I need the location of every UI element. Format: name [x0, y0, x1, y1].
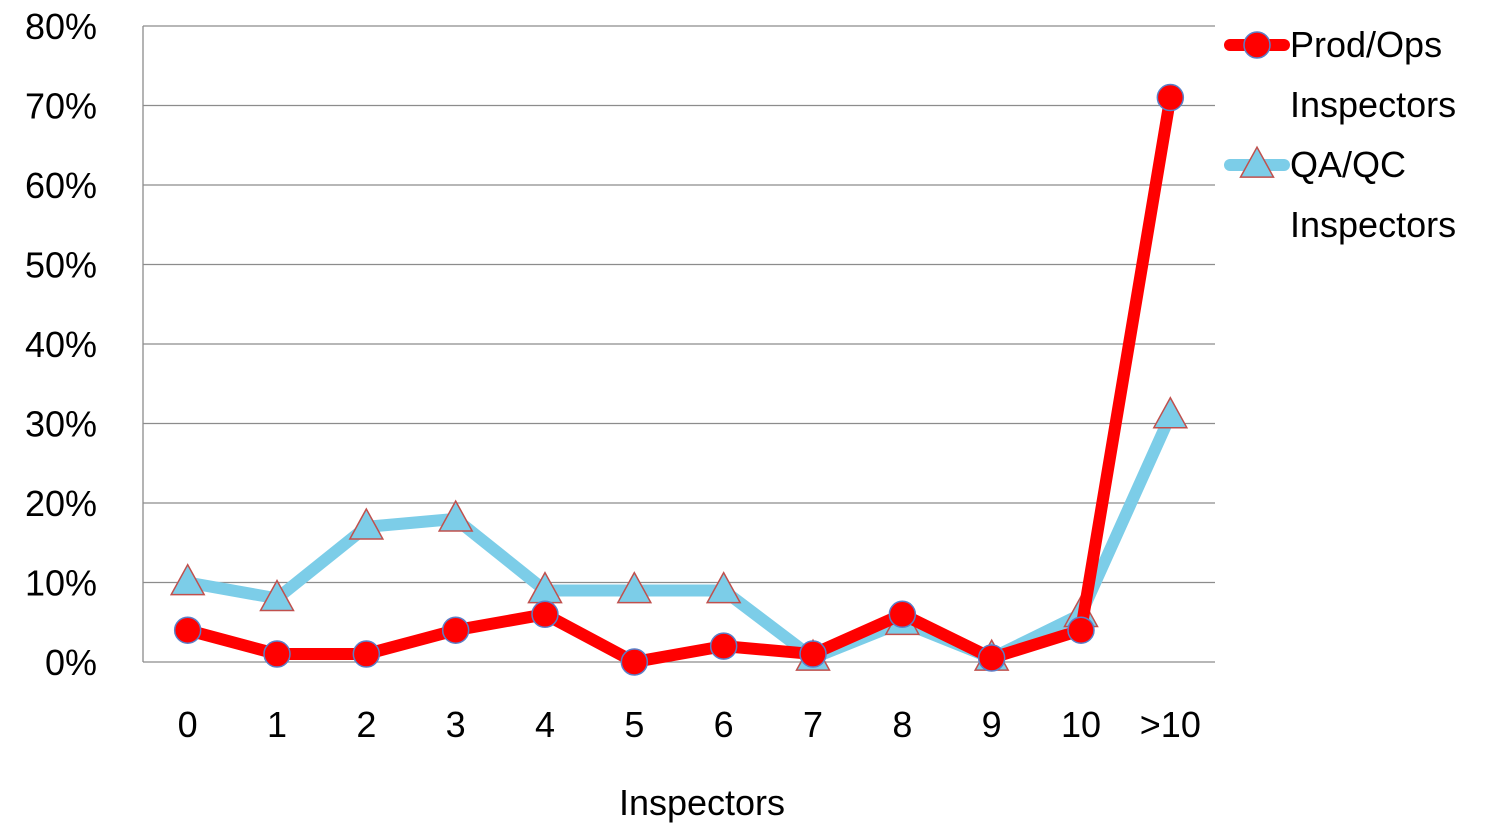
- x-tick-label: 8: [892, 704, 912, 745]
- data-point: [888, 600, 917, 629]
- legend-swatch-marker: [1239, 145, 1275, 178]
- series-layer: [169, 83, 1189, 676]
- data-point: [1152, 396, 1189, 429]
- data-point: [799, 640, 827, 668]
- y-tick-label: 80%: [25, 6, 97, 47]
- data-point: [437, 499, 474, 532]
- data-point: [441, 616, 470, 644]
- data-point: [531, 600, 559, 629]
- x-tick-label: 0: [178, 704, 198, 745]
- data-point: [259, 579, 295, 612]
- x-tick-label: 3: [446, 704, 466, 745]
- data-point: [709, 632, 738, 660]
- series-line: [181, 409, 1177, 665]
- data-point: [705, 571, 742, 604]
- y-tick-label: 20%: [25, 483, 97, 524]
- y-tick-label: 0%: [45, 642, 97, 683]
- data-point: [1156, 83, 1185, 112]
- legend-entry: Prod/Ops Inspectors: [1224, 24, 1456, 125]
- y-tick-label: 40%: [25, 324, 97, 365]
- data-point: [616, 571, 653, 604]
- y-axis: 0% 10% 20% 30% 40% 50% 60% 70% 80%: [25, 6, 144, 683]
- data-point: [348, 507, 385, 540]
- x-tick-label: 4: [535, 704, 555, 745]
- legend-entry: QA/QC Inspectors: [1224, 144, 1456, 245]
- x-axis-title: Inspectors: [619, 782, 785, 823]
- x-tick-label: 5: [624, 704, 644, 745]
- data-point: [977, 644, 1006, 672]
- y-tick-label: 70%: [25, 86, 97, 127]
- x-tick-label: 7: [803, 704, 823, 745]
- x-tick-label: 10: [1061, 704, 1101, 745]
- legend-swatch-marker: [1243, 31, 1271, 59]
- x-axis: 0 1 2 3 4 5 6 7 8 9 10 >10: [178, 704, 1201, 745]
- x-tick-label: 1: [267, 704, 287, 745]
- y-tick-label: 30%: [25, 404, 97, 445]
- data-point: [1067, 616, 1095, 644]
- series-qa-qc-inspectors: [169, 396, 1189, 671]
- data-point: [352, 640, 381, 668]
- y-tick-label: 50%: [25, 245, 97, 286]
- y-tick-label: 60%: [25, 165, 97, 206]
- data-point: [620, 648, 649, 676]
- data-point: [173, 616, 202, 644]
- series-prod-ops-inspectors: [173, 83, 1185, 676]
- y-tick-label: 10%: [25, 563, 97, 604]
- legend-label: Prod/Ops: [1290, 24, 1442, 65]
- x-tick-label: 9: [982, 704, 1002, 745]
- data-point: [263, 640, 291, 668]
- x-tick-label: 6: [714, 704, 734, 745]
- x-tick-label: 2: [356, 704, 376, 745]
- x-tick-label: >10: [1140, 704, 1201, 745]
- series-line: [181, 91, 1177, 668]
- legend: Prod/Ops Inspectors QA/QC Inspectors: [1224, 24, 1456, 245]
- legend-label: Inspectors: [1290, 84, 1456, 125]
- legend-label: QA/QC: [1290, 144, 1406, 185]
- data-point: [169, 563, 206, 596]
- gridlines: [143, 25, 1215, 663]
- legend-label: Inspectors: [1290, 204, 1456, 245]
